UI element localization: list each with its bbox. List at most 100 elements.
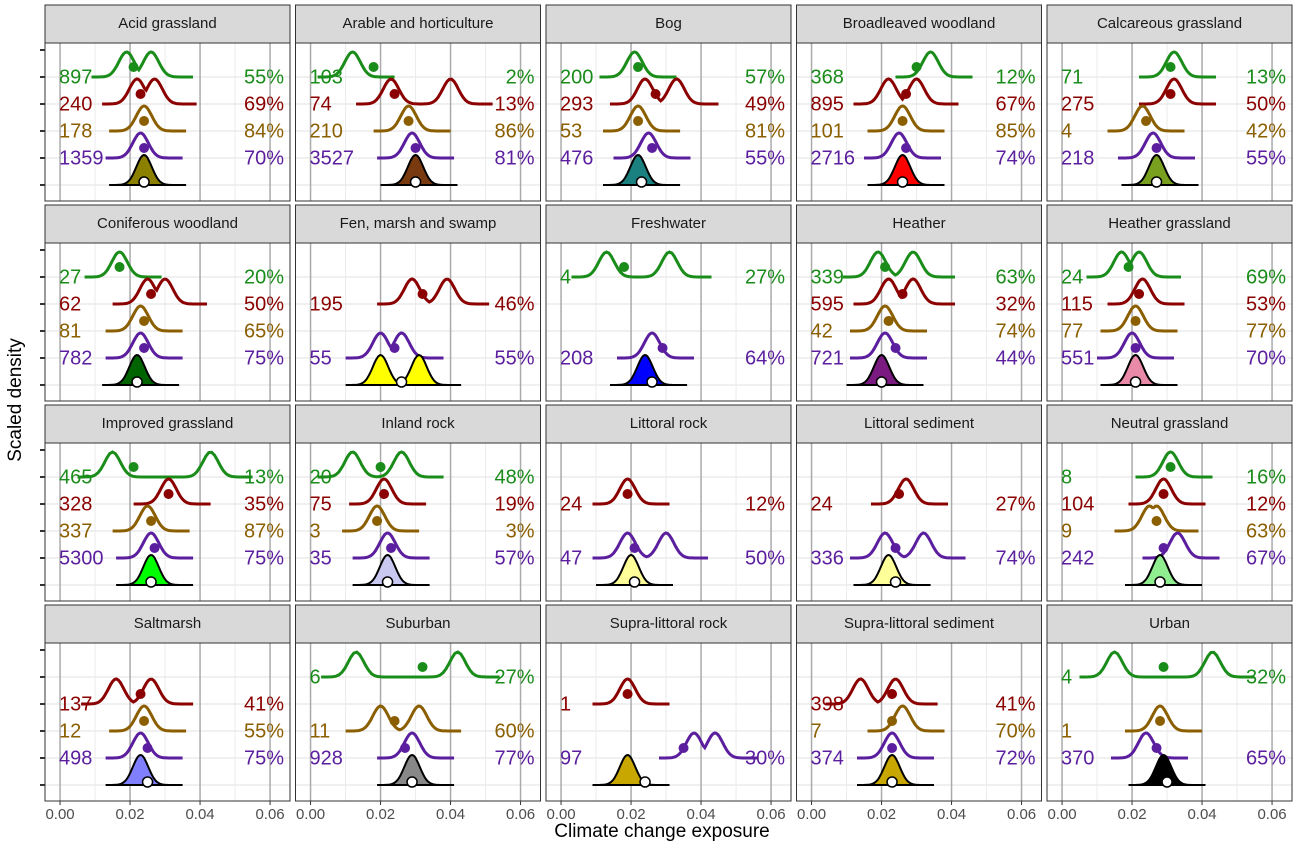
ridge-point — [1155, 716, 1166, 726]
pct-label: 70% — [995, 720, 1035, 742]
count-label: 47 — [560, 547, 582, 569]
ridge-line — [850, 531, 966, 560]
pct-label: 74% — [995, 320, 1035, 342]
panel-title: Coniferous woodland — [97, 215, 238, 232]
base-density — [592, 753, 670, 786]
x-tick-label: 0.04 — [436, 806, 465, 823]
count-label: 8 — [1061, 466, 1072, 488]
count-label: 42 — [811, 320, 833, 342]
ridge-point — [1123, 262, 1134, 272]
panel-bg — [1047, 243, 1292, 401]
ridge-line — [317, 50, 395, 79]
count-label: 398 — [811, 693, 844, 715]
base-point — [409, 176, 422, 188]
pct-label: 32% — [1246, 666, 1286, 688]
count-label: 35 — [310, 547, 332, 569]
ridge-line — [1097, 331, 1174, 360]
ridge-point — [901, 143, 912, 153]
strip — [44, 604, 291, 644]
ridge-point — [1158, 543, 1169, 553]
ridge-line — [1111, 731, 1188, 760]
ridge-line — [603, 104, 681, 133]
ridge-line — [867, 104, 945, 133]
base-point — [875, 376, 888, 388]
ridge-point — [629, 543, 640, 553]
count-label: 195 — [310, 293, 343, 315]
ridge-line — [843, 250, 955, 279]
pct-label: 35% — [244, 493, 284, 515]
count-label: 782 — [59, 347, 92, 369]
count-label: 103 — [310, 66, 343, 88]
panel-title: Neutral grassland — [1111, 415, 1229, 432]
base-density — [116, 553, 194, 586]
strip — [1046, 4, 1293, 44]
pct-label: 55% — [244, 720, 284, 742]
ridge-line — [613, 131, 691, 160]
ridge-line — [864, 131, 941, 160]
ridge-line — [1125, 704, 1202, 733]
pct-label: 41% — [995, 693, 1035, 715]
panel-bg — [546, 243, 791, 401]
count-label: 24 — [1061, 266, 1083, 288]
panel-title: Suburban — [385, 615, 450, 632]
pct-label: 57% — [745, 66, 785, 88]
pct-label: 70% — [244, 147, 284, 169]
pct-label: 65% — [1246, 747, 1286, 769]
panel-border — [796, 42, 1042, 202]
pct-label: 57% — [494, 547, 534, 569]
ridge-line — [1086, 250, 1181, 279]
ridge-point — [883, 316, 894, 326]
pct-label: 70% — [1246, 347, 1286, 369]
count-label: 5300 — [59, 547, 104, 569]
ridge-line — [1107, 277, 1185, 306]
count-label: 3527 — [310, 147, 355, 169]
pct-label: 50% — [1246, 93, 1286, 115]
ridge-point — [622, 689, 633, 699]
ridge-point — [890, 343, 901, 353]
base-density — [105, 753, 183, 786]
ridge-point — [372, 516, 383, 526]
panel-border — [1046, 442, 1293, 602]
base-point — [381, 576, 394, 588]
panel-border — [295, 42, 541, 202]
pct-label: 84% — [244, 120, 284, 142]
pct-label: 12% — [1246, 493, 1286, 515]
panel-title: Arable and horticulture — [343, 15, 494, 32]
x-tick-label: 0.02 — [616, 806, 645, 823]
count-label: 328 — [59, 493, 92, 515]
count-label: 24 — [560, 493, 582, 515]
ridge-line — [116, 531, 194, 560]
ridge-line — [109, 104, 187, 133]
count-label: 11 — [310, 720, 331, 742]
count-label: 101 — [811, 120, 844, 142]
ridge-point — [1165, 62, 1176, 72]
ridge-point — [1141, 116, 1152, 126]
ridge-point — [897, 116, 908, 126]
strip — [44, 204, 291, 244]
count-label: 368 — [811, 66, 844, 88]
pct-label: 69% — [244, 93, 284, 115]
pct-label: 27% — [745, 266, 785, 288]
count-label: 178 — [59, 120, 92, 142]
ridge-point — [1151, 516, 1162, 526]
panel-border — [545, 42, 792, 202]
panel-bg — [546, 43, 791, 201]
ridge-point — [1165, 89, 1176, 99]
panel-bg — [45, 43, 290, 201]
pct-label: 12% — [995, 66, 1035, 88]
ridge-point — [142, 743, 153, 753]
count-label: 339 — [811, 266, 844, 288]
ridge-line — [895, 50, 973, 79]
base-point — [145, 576, 157, 588]
base-density — [610, 353, 688, 386]
count-label: 97 — [560, 747, 582, 769]
count-label: 115 — [1061, 293, 1093, 315]
strip — [1046, 604, 1293, 644]
ridge-point — [139, 316, 150, 326]
strip — [545, 604, 792, 644]
x-tick-label: 0.00 — [45, 806, 74, 823]
count-label: 200 — [560, 66, 593, 88]
ridge-point — [368, 62, 379, 72]
x-tick-label: 0.02 — [867, 806, 896, 823]
base-density — [1121, 153, 1199, 186]
